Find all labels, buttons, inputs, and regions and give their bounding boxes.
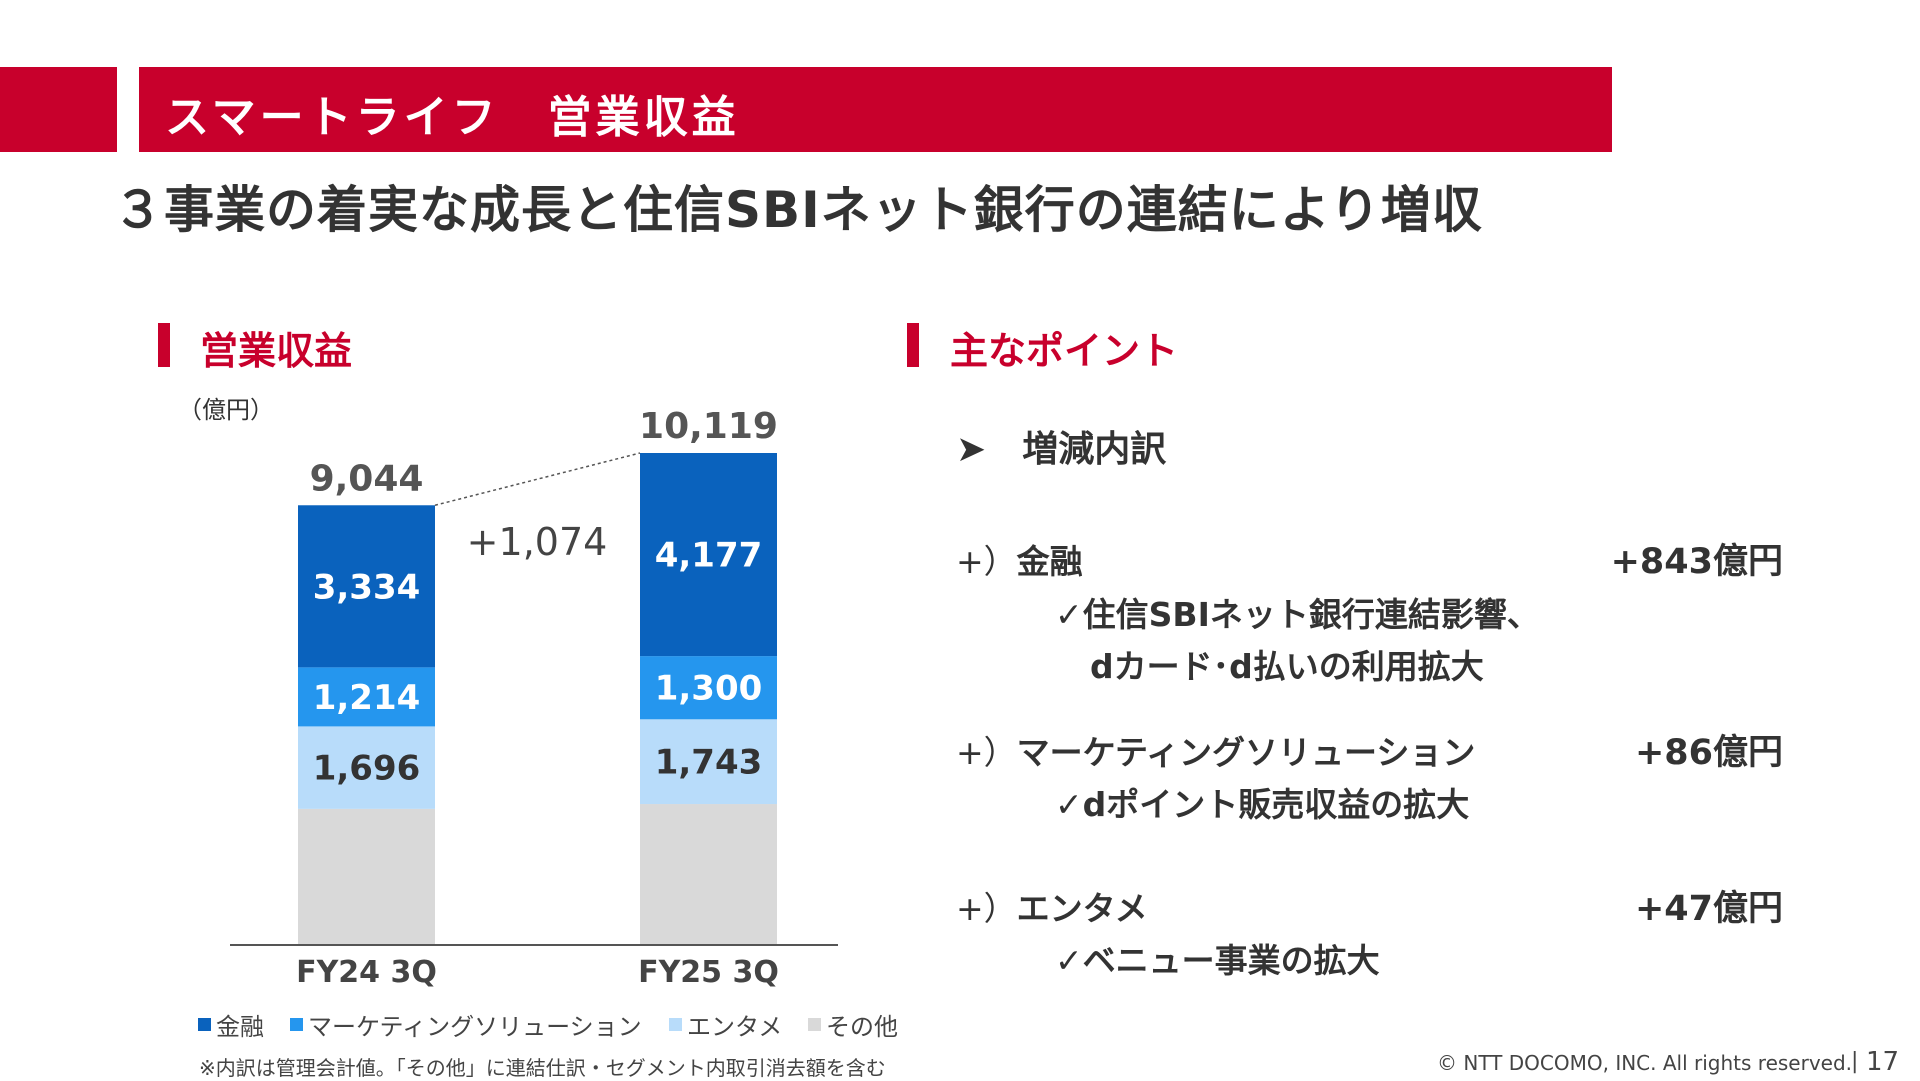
page-separator: | bbox=[1851, 1049, 1859, 1074]
slide-section-title: スマートライフ 営業収益 bbox=[165, 92, 740, 143]
legend-item-marketing: マーケティングソリューション bbox=[290, 1007, 642, 1042]
slide-headline: ３事業の着実な成長と住信SBIネット銀行の連結により増収 bbox=[113, 181, 1483, 239]
point-detail: ✓ベニュー事業の拡大 bbox=[1055, 941, 1380, 980]
bar-segment-finance bbox=[640, 453, 777, 657]
data-label: 3,334 bbox=[313, 567, 421, 607]
point-detail: ✓住信SBIネット銀行連結影響、 bbox=[1055, 595, 1540, 634]
legend-swatch bbox=[198, 1018, 211, 1031]
legend-item-finance: 金融 bbox=[198, 1007, 264, 1042]
data-label: 1,214 bbox=[313, 678, 421, 718]
data-label: 1,300 bbox=[655, 669, 763, 709]
legend-item-entertainment: エンタメ bbox=[669, 1007, 782, 1042]
point-value-marketing: +86億円 bbox=[1634, 733, 1783, 773]
footnote: ※内訳は管理会計値。「その他」に連結仕訳・セグメント内取引消去額を含む bbox=[199, 1056, 886, 1080]
bar-segment-entertainment bbox=[298, 726, 435, 809]
bar-segment-other bbox=[640, 804, 777, 945]
total-label: 9,044 bbox=[310, 458, 424, 499]
total-label: 10,119 bbox=[639, 406, 778, 447]
legend-swatch bbox=[669, 1018, 682, 1031]
legend-item-other: その他 bbox=[808, 1007, 898, 1042]
point-detail: dカード･d払いの利用拡大 bbox=[1090, 647, 1484, 686]
header-accent-block bbox=[0, 67, 117, 152]
bar-segment-marketing bbox=[298, 667, 435, 727]
point-value-finance: +843億円 bbox=[1610, 542, 1783, 582]
point-detail: ✓dポイント販売収益の拡大 bbox=[1055, 785, 1470, 824]
copyright: © NTT DOCOMO, INC. All rights reserved. bbox=[1437, 1051, 1853, 1075]
points-section-title: 主なポイント bbox=[950, 329, 1179, 373]
x-tick-label: FY24 3Q bbox=[296, 955, 437, 990]
data-label: 1,743 bbox=[655, 743, 763, 783]
data-label: 1,696 bbox=[313, 749, 421, 789]
point-item-entertainment: +）エンタメ bbox=[956, 889, 1148, 928]
connector-line bbox=[434, 452, 641, 506]
chart-section-marker bbox=[158, 323, 170, 367]
arrow-bullet-icon: ➤ bbox=[956, 429, 987, 470]
points-subtitle: ➤ 増減内訳 bbox=[956, 429, 1167, 470]
data-label: 4,177 bbox=[655, 536, 763, 576]
page-number: 17 bbox=[1866, 1047, 1900, 1077]
point-value-entertainment: +47億円 bbox=[1634, 889, 1783, 929]
chart-unit-label: （億円） bbox=[178, 396, 274, 424]
difference-label: +1,074 bbox=[467, 520, 608, 564]
legend-swatch bbox=[290, 1018, 303, 1031]
header-bar bbox=[139, 67, 1612, 152]
chart-section-title: 営業収益 bbox=[200, 329, 353, 373]
bar-segment-finance bbox=[298, 505, 435, 668]
bar-segment-entertainment bbox=[640, 719, 777, 805]
point-item-marketing: +）マーケティングソリューション bbox=[956, 733, 1476, 772]
bar-segment-other bbox=[298, 808, 435, 945]
revenue-stacked-bar-chart: 1,696 1,214 3,334 9,044 FY24 3Q 1,743 1,300 4,1… bbox=[230, 406, 838, 990]
points-section-marker bbox=[907, 323, 919, 367]
legend-swatch bbox=[808, 1018, 821, 1031]
x-tick-label: FY25 3Q bbox=[638, 955, 779, 990]
bar-segment-marketing bbox=[640, 656, 777, 720]
point-item-finance: +）金融 bbox=[956, 542, 1083, 581]
